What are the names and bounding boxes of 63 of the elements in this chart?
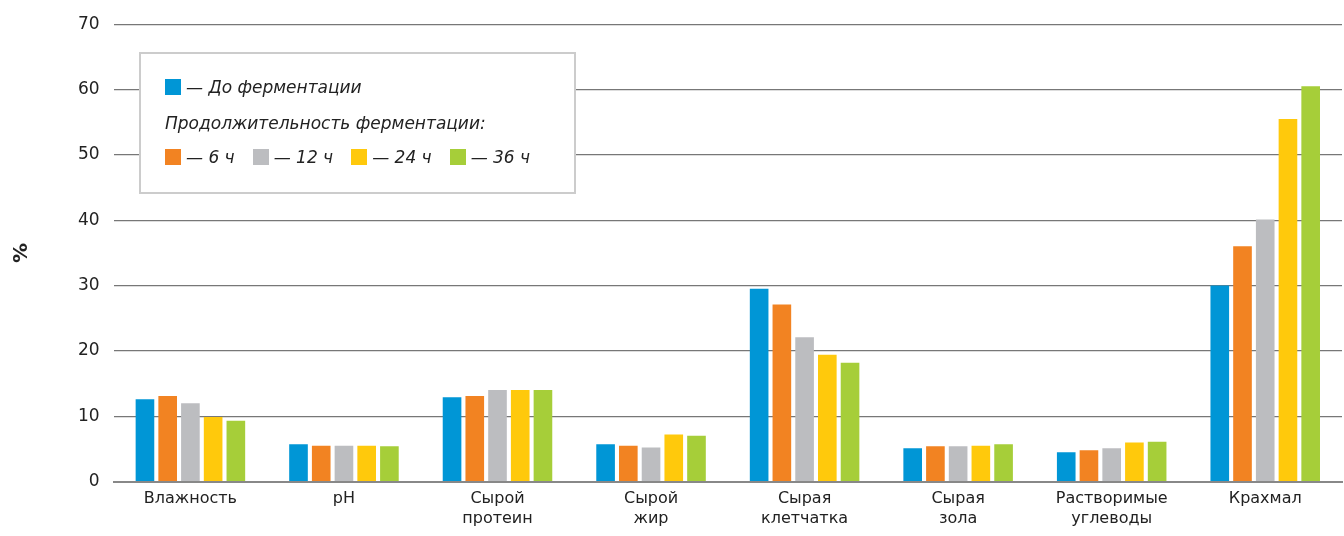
bar: [181, 403, 200, 481]
bar: [994, 444, 1013, 481]
bar: [948, 446, 968, 481]
bar: [1233, 246, 1252, 481]
x-tick-label: Сырой протеин: [462, 488, 533, 527]
y-tick-label: 70: [77, 12, 100, 33]
bar: [158, 396, 177, 481]
bar: [687, 435, 706, 481]
x-tick-label: Растворимые углеводы: [1055, 488, 1168, 527]
bar: [135, 399, 155, 481]
bar: [1147, 441, 1167, 481]
y-tick-label: 30: [77, 273, 100, 294]
bar: [442, 397, 462, 481]
bar: [334, 445, 354, 481]
bar: [357, 445, 376, 481]
bar: [749, 288, 769, 481]
bar: [818, 354, 837, 481]
bar: [795, 337, 814, 481]
bar: [488, 390, 507, 481]
bar: [1255, 219, 1275, 481]
bar: [311, 445, 331, 481]
y-tick-label: 0: [88, 470, 100, 491]
x-tick-label: Влажность: [143, 488, 238, 508]
bar: [903, 448, 922, 481]
bar: [840, 362, 860, 481]
bar: [533, 390, 553, 481]
bar: [1079, 450, 1099, 481]
x-tick-label: Крахмал: [1228, 488, 1302, 508]
legend-label: — 24 ч: [372, 146, 432, 169]
bar: [664, 434, 684, 481]
bar: [1056, 452, 1076, 481]
x-tick-label: Сырой жир: [623, 488, 679, 527]
legend-label: — До ферментации: [186, 76, 362, 99]
bar: [380, 446, 399, 481]
bar: [1210, 285, 1230, 481]
x-tick-label: Сырая зола: [931, 488, 985, 527]
y-tick-label: 40: [77, 208, 100, 229]
x-tick-label: Сырая клетчатка: [761, 488, 849, 527]
bar: [465, 396, 485, 481]
bar: [641, 447, 661, 481]
bar: [1301, 86, 1320, 481]
y-tick-label: 60: [77, 77, 100, 98]
bar: [596, 444, 615, 481]
bar: [510, 390, 530, 481]
legend-label: — 36 ч: [470, 146, 531, 169]
y-axis-title: %: [8, 242, 33, 263]
bar: [289, 444, 308, 481]
y-tick-label: 20: [77, 339, 100, 360]
bar: [619, 445, 638, 481]
legend-label: — 6 ч: [186, 146, 235, 169]
bar: [1278, 118, 1298, 481]
x-tick-label: pH: [332, 488, 356, 508]
bar: [1125, 442, 1144, 481]
bar: [226, 420, 246, 481]
bar: [1102, 448, 1121, 481]
bar: [926, 446, 945, 481]
legend-title: Продолжительность ферментации:: [165, 112, 487, 135]
legend-label: — 12 ч: [273, 146, 334, 169]
y-tick-label: 10: [77, 404, 100, 425]
bar: [971, 445, 991, 481]
bar: [203, 416, 223, 481]
bar: [772, 304, 792, 481]
y-tick-label: 50: [77, 143, 100, 164]
